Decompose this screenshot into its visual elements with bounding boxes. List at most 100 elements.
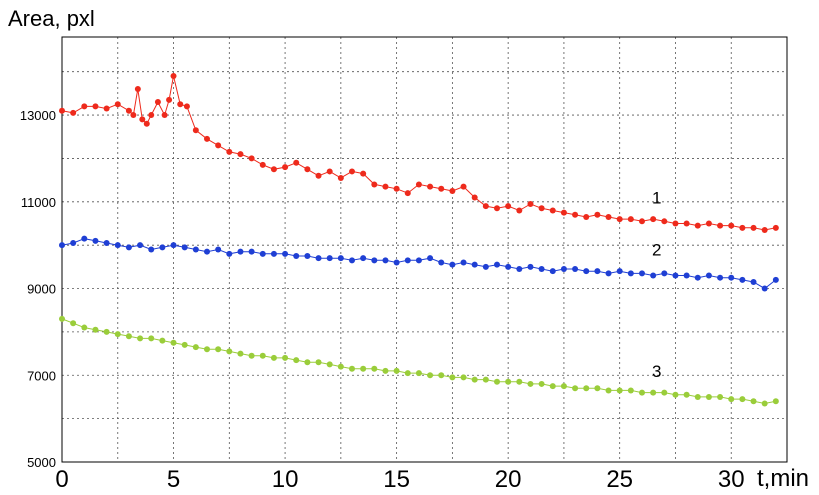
data-point (761, 285, 768, 292)
data-point (750, 224, 757, 231)
data-point (70, 239, 77, 246)
data-point (594, 211, 601, 218)
data-point (572, 211, 579, 218)
data-point (605, 213, 612, 220)
y-tick-label: 5000 (27, 455, 56, 470)
data-point (349, 365, 355, 372)
y-tick-label: 7000 (27, 368, 56, 383)
series-label: 2 (652, 241, 661, 260)
data-point (761, 400, 768, 407)
data-point (304, 253, 311, 260)
data-point (750, 398, 757, 405)
data-point (92, 103, 99, 110)
data-point (494, 205, 500, 212)
data-point (326, 168, 333, 175)
data-point (293, 253, 300, 260)
data-point (315, 359, 322, 366)
series-group (59, 73, 779, 407)
y-tick-label: 13000 (20, 108, 56, 123)
series-labels: 1 2 3 (652, 189, 661, 381)
data-point (248, 352, 255, 359)
plot-frame (61, 36, 788, 463)
data-point (427, 183, 434, 190)
data-point (148, 112, 155, 119)
data-point (315, 172, 322, 179)
data-point (304, 166, 311, 173)
data-point (259, 250, 266, 257)
data-point (538, 266, 545, 273)
data-point (215, 246, 222, 253)
data-point (772, 398, 779, 405)
data-point (114, 331, 121, 338)
data-point (393, 185, 400, 192)
data-point (705, 272, 712, 279)
data-point (282, 164, 289, 171)
data-point (460, 259, 467, 266)
data-point (360, 170, 367, 177)
data-point (427, 255, 434, 262)
data-point (326, 255, 333, 262)
y-tick-labels: 5000 7000 9000 11000 13000 (20, 108, 56, 470)
data-point (259, 352, 266, 359)
data-point (248, 248, 255, 255)
data-point (192, 344, 199, 351)
data-point (728, 274, 735, 281)
data-point (371, 181, 378, 188)
data-point (449, 374, 456, 381)
data-point (237, 248, 244, 255)
data-point (505, 203, 512, 210)
data-point (204, 135, 210, 142)
data-point (549, 268, 556, 275)
x-tick-label: 15 (383, 466, 410, 493)
data-point (92, 237, 99, 244)
data-point (382, 367, 389, 374)
x-tick-label: 5 (167, 466, 180, 493)
data-point (549, 383, 556, 390)
data-point (248, 155, 255, 162)
data-point (192, 246, 199, 253)
data-point (382, 183, 389, 190)
data-point (349, 257, 355, 264)
data-point (393, 259, 400, 266)
series-1 (59, 73, 779, 233)
data-point (717, 393, 724, 400)
data-point (471, 376, 478, 383)
data-point (438, 259, 445, 266)
data-point (415, 181, 422, 188)
data-point (549, 207, 556, 214)
x-tick-label: 30 (718, 466, 745, 493)
data-point (672, 272, 679, 279)
data-point (81, 103, 88, 110)
data-point (166, 96, 173, 103)
data-point (694, 222, 701, 229)
series-3 (59, 315, 779, 407)
data-point (148, 335, 155, 342)
data-point (81, 324, 88, 331)
series-label: 3 (652, 362, 661, 381)
data-point (259, 161, 266, 168)
data-point (382, 257, 389, 264)
data-point (270, 166, 277, 173)
data-point (560, 383, 567, 390)
data-point (494, 261, 500, 268)
data-point (70, 109, 77, 116)
data-point (482, 203, 489, 210)
data-point (177, 101, 184, 108)
data-point (59, 315, 65, 322)
data-point (282, 250, 289, 257)
data-point (415, 257, 422, 264)
data-point (103, 105, 110, 112)
data-point (393, 367, 400, 374)
data-point (616, 268, 623, 275)
data-point (215, 346, 222, 353)
data-point (103, 328, 110, 335)
data-point (583, 268, 590, 275)
data-point (226, 348, 233, 355)
data-point (772, 276, 779, 283)
data-point (516, 266, 523, 273)
data-point (705, 220, 712, 227)
data-point (137, 242, 144, 249)
data-point (527, 380, 534, 387)
data-point (139, 116, 146, 123)
